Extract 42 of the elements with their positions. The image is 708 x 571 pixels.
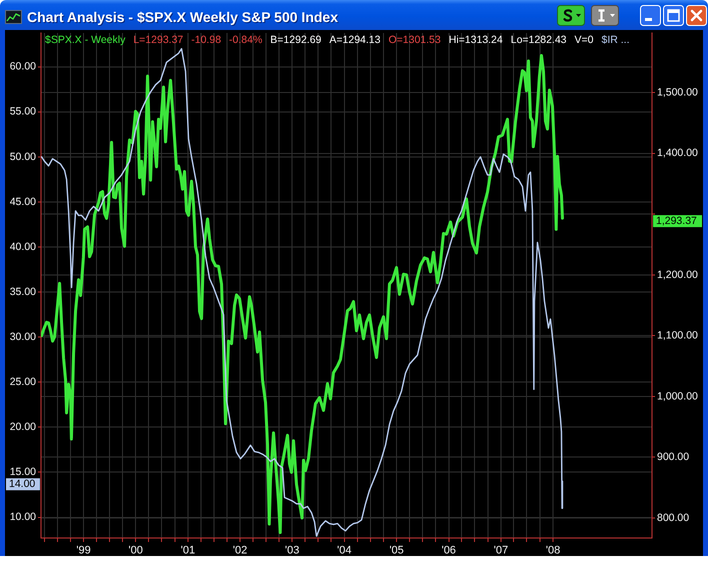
annotation: -0.84% bbox=[229, 34, 262, 46]
y-tick-label: 55.00 bbox=[10, 106, 36, 118]
text: $SPX.X - Weekly bbox=[45, 34, 126, 46]
text: 14.00 bbox=[9, 478, 36, 490]
x-tick-label: '01 bbox=[180, 544, 196, 557]
text: 1,293.37 bbox=[656, 215, 698, 228]
chart-title: Chart Analysis - $SPX.X Weekly S&P 500 Index bbox=[27, 8, 339, 27]
annotation: -10.98 bbox=[191, 34, 222, 46]
annotation: V=0 bbox=[574, 34, 594, 46]
x-tick-label: '02 bbox=[232, 544, 248, 557]
y-tick-label: 45.00 bbox=[10, 196, 36, 208]
y2-tick-label: 1,100.00 bbox=[657, 330, 698, 342]
y-tick-label: 50.00 bbox=[10, 150, 36, 163]
y-tick-label: 35.00 bbox=[10, 286, 36, 298]
y-tick-label: 20.00 bbox=[10, 421, 36, 434]
y2-tick-label: 1,400.00 bbox=[657, 147, 698, 160]
annotation: L=1293.37 bbox=[133, 34, 184, 46]
y2-tick-label: 800.00 bbox=[657, 512, 690, 524]
x-tick-label: '07 bbox=[494, 544, 508, 557]
annotation: Hi=1313.24 bbox=[448, 34, 503, 46]
x-tick-label: '99 bbox=[76, 544, 91, 557]
y-tick-label: 30.00 bbox=[10, 330, 36, 343]
x-tick-label: '00 bbox=[128, 544, 143, 557]
y2-tick-label: 900.00 bbox=[657, 451, 690, 464]
x-tick-label: '03 bbox=[285, 544, 300, 557]
y-tick-label: 15.00 bbox=[10, 466, 36, 478]
x-tick-label: '05 bbox=[389, 544, 404, 557]
y-tick-label: 60.00 bbox=[10, 60, 36, 73]
annotation: A=1294.13 bbox=[329, 34, 381, 46]
annotation: O=1301.53 bbox=[388, 34, 441, 46]
y2-tick-label: 1,000.00 bbox=[657, 390, 698, 402]
x-tick-label: '04 bbox=[337, 544, 352, 557]
x-tick-label: '08 bbox=[546, 544, 560, 557]
x-tick-label: '06 bbox=[442, 544, 456, 557]
annotation: B=1292.69 bbox=[270, 34, 322, 46]
y-tick-label: 40.00 bbox=[10, 240, 36, 253]
y2-tick-label: 1,500.00 bbox=[657, 86, 698, 98]
text: $IR ... bbox=[601, 34, 630, 46]
annotation: Lo=1282.43 bbox=[510, 34, 567, 46]
y-tick-label: 25.00 bbox=[10, 376, 36, 388]
y2-tick-label: 1,200.00 bbox=[657, 268, 698, 281]
y-tick-label: 10.00 bbox=[10, 511, 36, 524]
